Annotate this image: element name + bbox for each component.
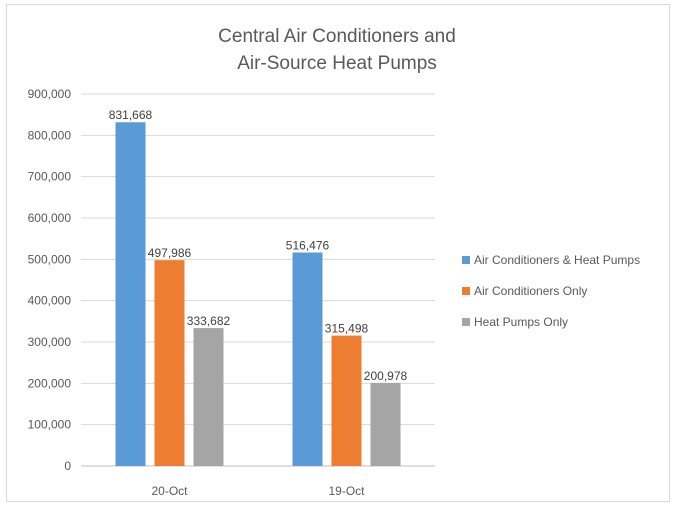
bar xyxy=(292,252,323,466)
y-tick-label: 100,000 xyxy=(28,418,72,432)
bar xyxy=(115,122,146,466)
y-tick-label: 900,000 xyxy=(28,87,72,101)
chart-frame: Central Air Conditioners and Air-Source … xyxy=(6,4,670,502)
legend-label-ac-and-hp: Air Conditioners & Heat Pumps xyxy=(474,253,641,267)
legend-label-hp-only: Heat Pumps Only xyxy=(474,315,569,329)
chart-title-line-2: Air-Source Heat Pumps xyxy=(237,53,437,74)
data-label: 200,978 xyxy=(364,369,408,383)
bar xyxy=(193,328,224,466)
y-tick-label: 600,000 xyxy=(28,211,72,225)
y-tick-label: 700,000 xyxy=(28,170,72,184)
data-label: 497,986 xyxy=(148,246,192,260)
legend-swatch-ac-only xyxy=(462,287,470,295)
legend-swatch-ac-and-hp xyxy=(462,256,470,264)
y-tick-label: 400,000 xyxy=(28,294,72,308)
data-label: 831,668 xyxy=(109,108,153,122)
y-tick-label: 300,000 xyxy=(28,335,72,349)
legend-label-ac-only: Air Conditioners Only xyxy=(474,284,588,298)
legend-item-ac-only: Air Conditioners Only xyxy=(462,284,640,298)
data-label: 516,476 xyxy=(286,239,330,253)
legend-item-ac-and-hp: Air Conditioners & Heat Pumps xyxy=(462,253,640,267)
data-label: 315,498 xyxy=(325,322,369,336)
x-tick-label: 19-Oct xyxy=(328,484,365,498)
chart-plot: 0 100,000 200,000 300,000 400,000 500,000 600,… xyxy=(28,87,435,498)
x-tick-label: 20-Oct xyxy=(151,484,188,498)
legend-swatch-hp-only xyxy=(462,318,470,326)
bar xyxy=(370,382,401,466)
legend-item-hp-only: Heat Pumps Only xyxy=(462,315,640,329)
y-tick-label: 800,000 xyxy=(28,128,72,142)
chart-title-line-1: Central Air Conditioners and xyxy=(218,26,456,47)
y-tick-label: 500,000 xyxy=(28,252,72,266)
y-tick-label: 200,000 xyxy=(28,376,72,390)
bar xyxy=(154,260,185,466)
y-tick-label: 0 xyxy=(64,459,71,473)
data-label: 333,682 xyxy=(187,314,231,328)
bar xyxy=(331,335,362,466)
chart-legend: Air Conditioners & Heat Pumps Air Condit… xyxy=(462,253,640,346)
